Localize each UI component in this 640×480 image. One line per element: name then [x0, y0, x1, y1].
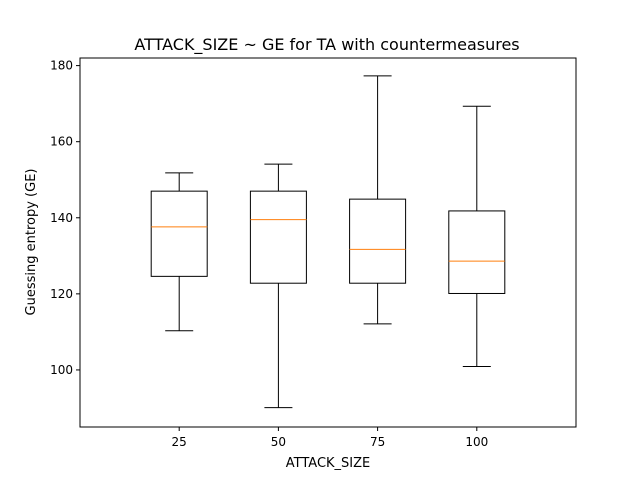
y-tick-label: 140 — [50, 211, 73, 225]
y-tick-label: 100 — [50, 363, 73, 377]
y-axis-label: Guessing entropy (GE) — [24, 169, 39, 316]
chart-marks: 100 120 140 160 180 25 50 75 100 — [50, 59, 506, 449]
y-tick-label: 120 — [50, 287, 73, 301]
x-tick-label: 50 — [271, 435, 286, 449]
y-tick-label: 180 — [50, 59, 73, 73]
chart-title: ATTACK_SIZE ~ GE for TA with countermeas… — [134, 35, 519, 55]
plot-area-frame — [79, 57, 577, 428]
iqr-box — [249, 190, 307, 284]
iqr-box — [448, 210, 506, 294]
x-axis-label: ATTACK_SIZE — [286, 456, 371, 471]
x-tick-label: 100 — [465, 435, 488, 449]
iqr-box — [150, 190, 208, 277]
x-tick-label: 75 — [370, 435, 385, 449]
x-tick-label: 25 — [172, 435, 187, 449]
iqr-box — [349, 198, 407, 284]
y-tick-label: 160 — [50, 135, 73, 149]
